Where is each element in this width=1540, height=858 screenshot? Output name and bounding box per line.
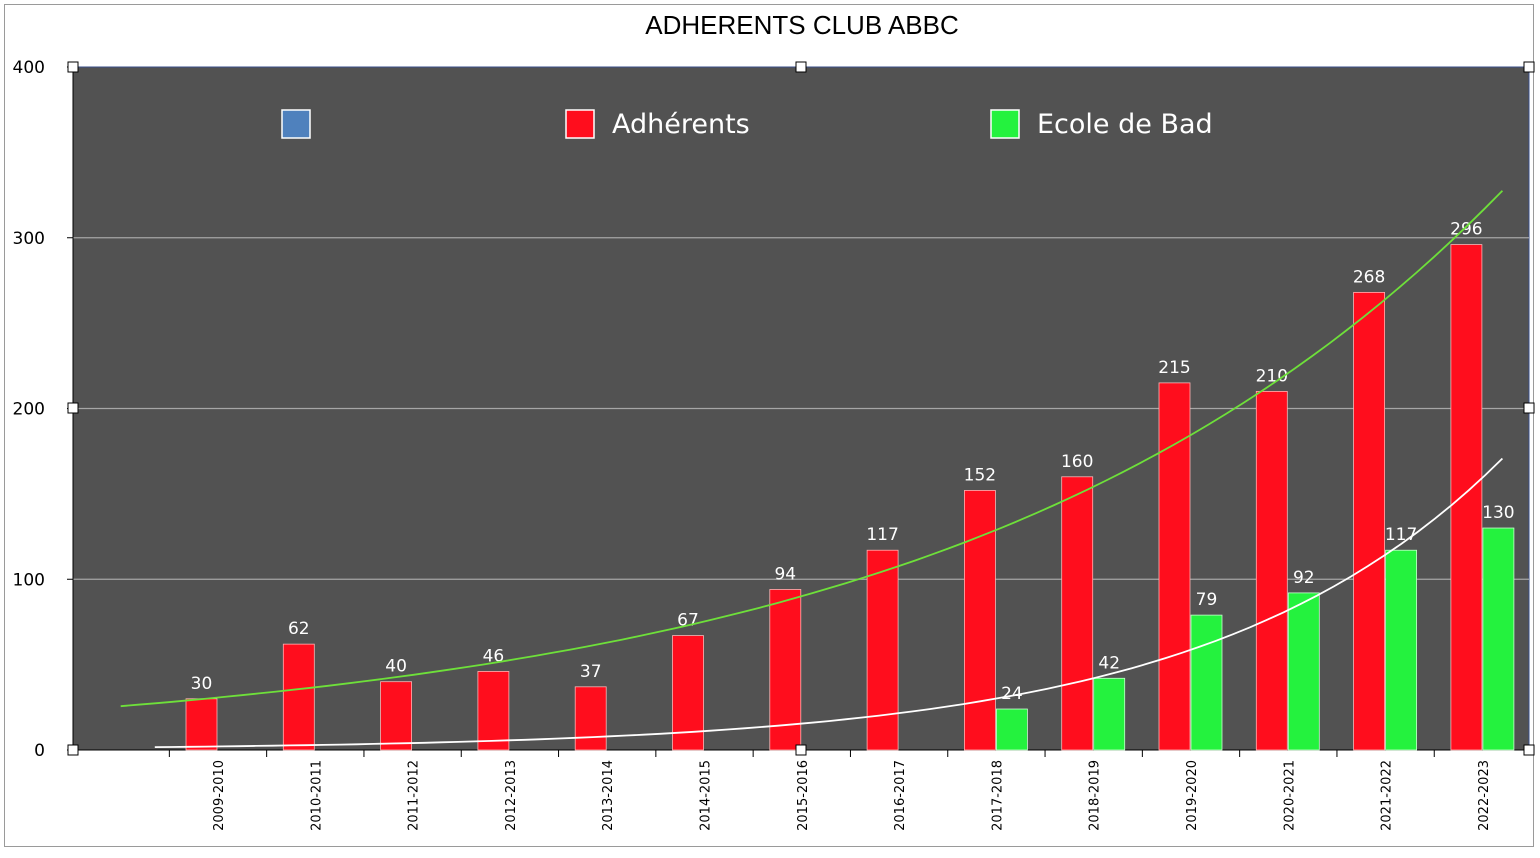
bar-ecole-de-bad	[1287, 592, 1320, 751]
data-label-adherents: 152	[964, 465, 996, 485]
x-tick-label: 2021-2022	[1380, 760, 1395, 831]
data-label-adherents: 30	[191, 674, 213, 694]
bar-adherents	[866, 549, 899, 751]
data-label-ecole-de-bad: 24	[1001, 684, 1023, 704]
data-label-ecole-de-bad: 79	[1196, 590, 1218, 610]
x-tick-label: 2010-2011	[309, 760, 324, 831]
chart-title: ADHERENTS CLUB ABBC	[645, 10, 959, 40]
x-tick-label: 2018-2019	[1088, 760, 1103, 831]
x-tick-label: 2013-2014	[601, 760, 616, 831]
selection-handle	[67, 402, 79, 414]
legend-swatch	[990, 109, 1020, 139]
bar-adherents	[380, 681, 413, 751]
selection-handle	[1523, 61, 1535, 73]
trendline-adherents	[120, 190, 1504, 708]
bar-adherents	[1450, 244, 1483, 751]
x-tick-label: 2016-2017	[893, 760, 908, 831]
data-label-adherents: 37	[580, 662, 602, 682]
data-label-adherents: 94	[774, 564, 796, 584]
bar-adherents	[185, 698, 218, 751]
bar-ecole-de-bad	[996, 708, 1028, 751]
x-tick-label: 2012-2013	[504, 760, 519, 831]
data-label-ecole-de-bad: 130	[1482, 503, 1514, 523]
bar-adherents	[574, 686, 607, 751]
selection-handle	[67, 61, 79, 73]
bar-adherents	[477, 671, 510, 751]
x-tick-label: 2015-2016	[796, 760, 811, 831]
bar-adherents	[1255, 391, 1288, 751]
legend-swatch	[281, 109, 311, 139]
bar-ecole-de-bad	[1190, 614, 1223, 751]
legend-label: Adhérents	[612, 109, 750, 140]
data-label-adherents: 210	[1256, 366, 1288, 386]
selection-handle	[1523, 744, 1535, 756]
bar-ecole-de-bad	[1093, 677, 1126, 751]
data-label-adherents: 268	[1353, 267, 1385, 287]
data-label-ecole-de-bad: 42	[1098, 653, 1120, 673]
legend-label: Ecole de Bad	[1037, 109, 1213, 140]
selection-handle	[795, 744, 807, 756]
data-label-adherents: 40	[385, 657, 407, 677]
y-tick-label: 100	[13, 570, 45, 590]
y-tick-label: 300	[13, 229, 45, 249]
legend-swatch	[565, 109, 595, 139]
x-tick-label: 2009-2010	[212, 760, 227, 831]
data-label-ecole-de-bad: 92	[1293, 568, 1315, 588]
x-tick-label: 2017-2018	[990, 760, 1005, 831]
x-tick-label: 2011-2012	[407, 760, 422, 831]
bar-adherents	[964, 490, 996, 751]
x-tick-label: 2014-2015	[699, 760, 714, 831]
x-tick-label: 2022-2023	[1477, 760, 1492, 831]
selection-handle	[795, 61, 807, 73]
x-tick-label: 2020-2021	[1282, 760, 1297, 831]
bar-adherents	[282, 643, 315, 751]
bar-ecole-de-bad	[1482, 527, 1515, 751]
y-tick-label: 0	[34, 741, 45, 761]
data-label-ecole-de-bad: 117	[1385, 525, 1417, 545]
data-label-adherents: 215	[1158, 358, 1190, 378]
x-tick-label: 2019-2020	[1185, 760, 1200, 831]
y-tick-label: 400	[13, 58, 45, 78]
bar-adherents	[1353, 291, 1385, 751]
data-label-adherents: 62	[288, 619, 310, 639]
bar-ecole-de-bad	[1385, 549, 1417, 751]
data-label-adherents: 160	[1061, 452, 1093, 472]
plot-area: 0 100 200 300 400 2009-2010 2010-2011 2011-2012…	[13, 58, 1535, 831]
bar-adherents	[1061, 476, 1094, 751]
selection-handle	[67, 744, 79, 756]
data-label-adherents: 117	[866, 525, 898, 545]
y-tick-label: 200	[13, 400, 45, 420]
trendline-ecole-de-bad	[154, 457, 1504, 748]
selection-handle	[1523, 402, 1535, 414]
